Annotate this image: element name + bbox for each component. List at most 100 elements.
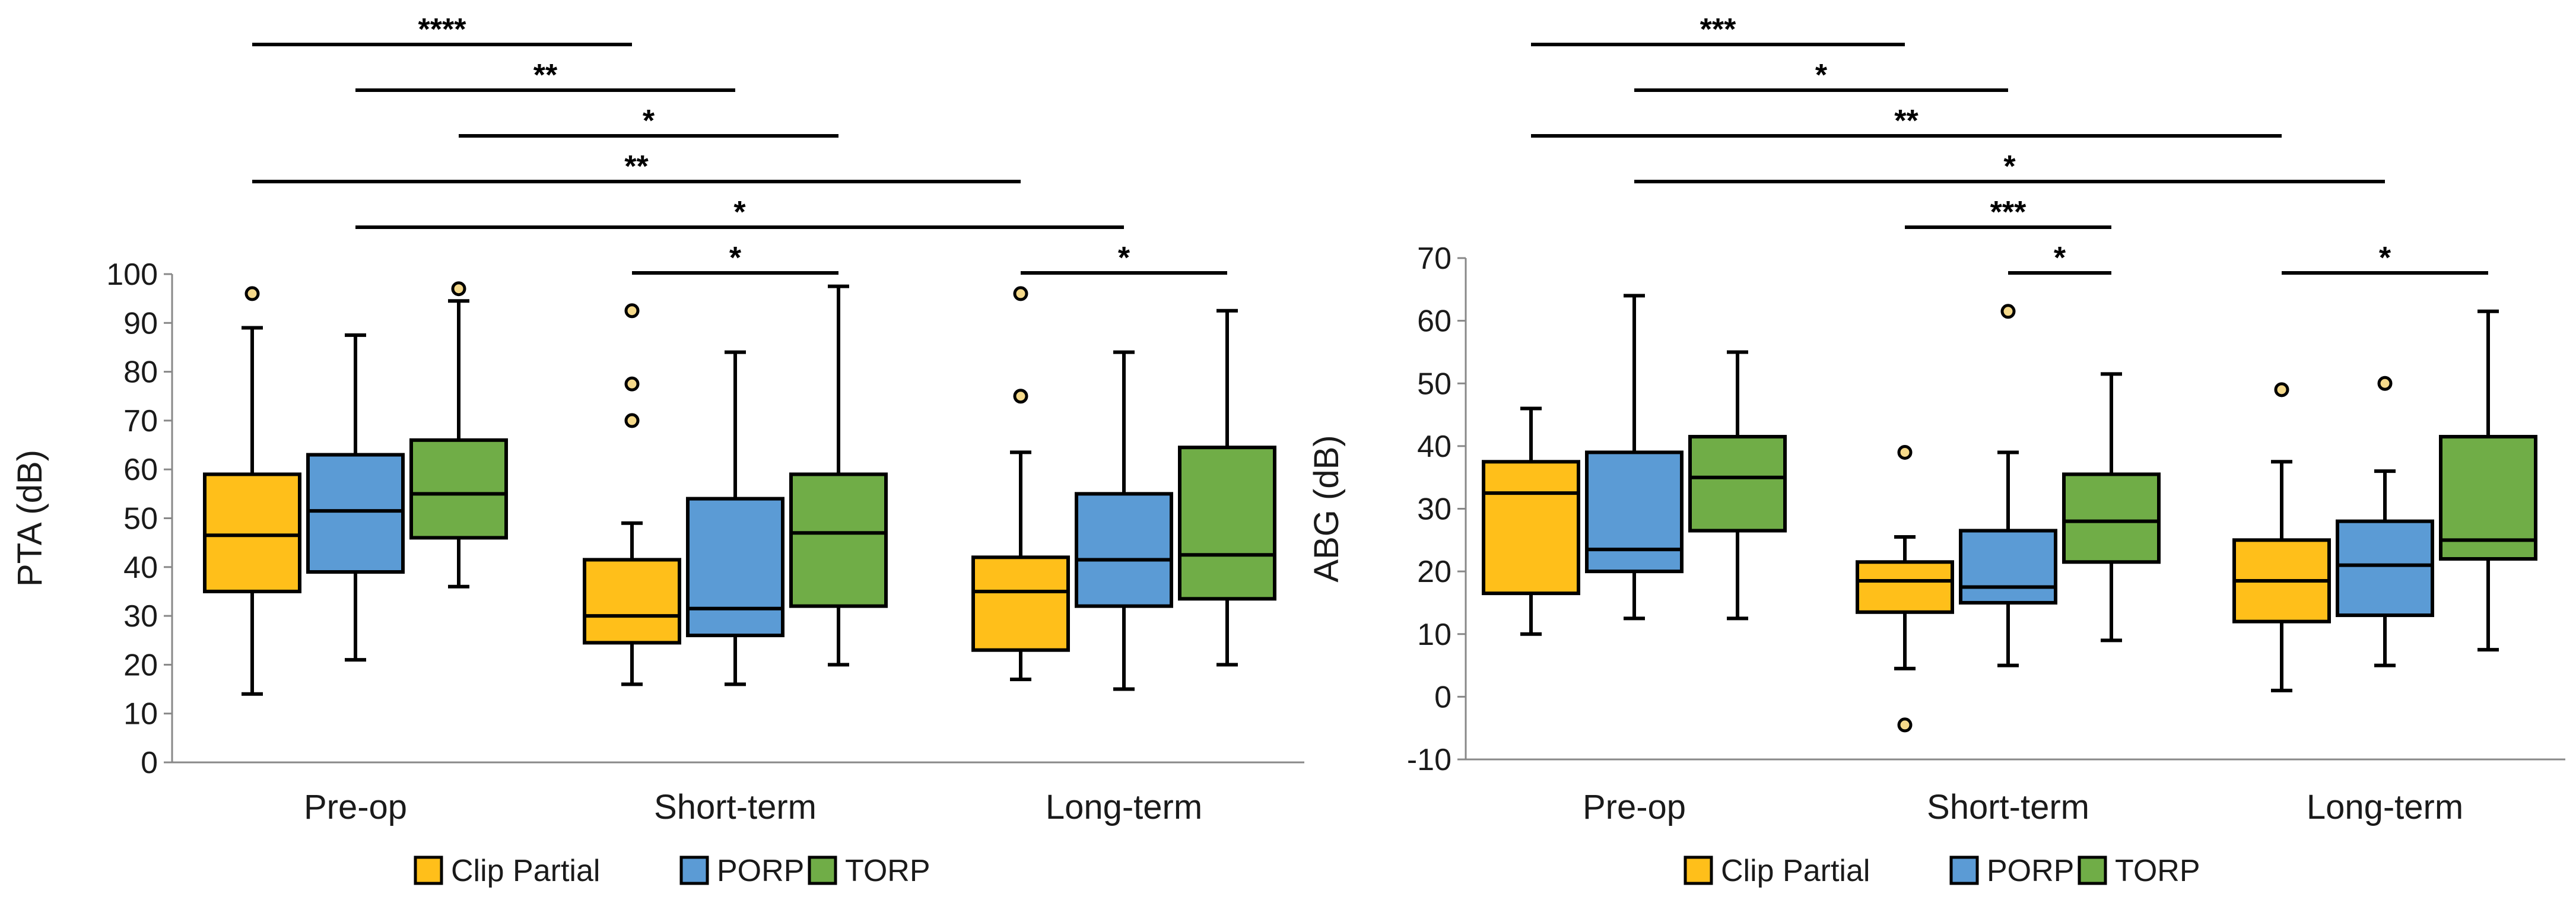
- significance-label: *: [2379, 241, 2391, 275]
- y-axis-label: PTA (dB): [11, 450, 49, 587]
- box-porp: [1585, 294, 1684, 621]
- legend-item-porp: PORP: [679, 854, 804, 888]
- box-clip-partial: [971, 286, 1070, 682]
- significance-label: *: [2054, 241, 2066, 275]
- box-clip-partial: [2232, 382, 2331, 692]
- box-iqr: [1178, 446, 1276, 601]
- y-tick-label: 50: [1417, 367, 1451, 401]
- box-torp: [1178, 309, 1276, 667]
- box-porp: [1075, 350, 1173, 691]
- box-iqr: [1959, 529, 2057, 605]
- box-porp: [2336, 376, 2434, 667]
- y-tick-label: 60: [123, 453, 158, 487]
- legend-item-clip-partial: Clip Partial: [1684, 854, 1870, 888]
- outlier-point: [244, 286, 260, 301]
- y-tick-label: 40: [123, 551, 158, 585]
- box-iqr: [1075, 492, 1173, 608]
- significance-label: *: [1815, 58, 1828, 93]
- legend-swatch: [1684, 856, 1713, 885]
- legend-label: TORP: [845, 854, 930, 888]
- box-porp: [686, 350, 784, 686]
- y-tick-label: 50: [123, 502, 158, 536]
- y-tick-label: 0: [141, 746, 158, 780]
- legend-item-clip-partial: Clip Partial: [414, 854, 600, 888]
- category-label: Short-term: [1927, 788, 2089, 826]
- outlier-point: [1013, 286, 1028, 301]
- box-torp: [2439, 309, 2537, 652]
- legend-label: TORP: [2115, 854, 2200, 888]
- y-tick-label: 30: [1417, 492, 1451, 527]
- legend-swatch: [808, 856, 837, 885]
- box-iqr: [2062, 472, 2161, 564]
- box-clip-partial: [1856, 444, 1954, 733]
- y-tick-label: 0: [1434, 680, 1451, 714]
- box-iqr: [1585, 450, 1684, 574]
- y-tick-label: 20: [1417, 555, 1451, 589]
- y-tick-label: 10: [123, 697, 158, 732]
- significance-label: *: [1118, 241, 1130, 275]
- box-iqr: [306, 453, 405, 574]
- category-label: Pre-op: [304, 788, 407, 826]
- legend-swatch: [2078, 856, 2107, 885]
- box-iqr: [971, 555, 1070, 652]
- box-iqr: [1688, 435, 1787, 533]
- category-label: Long-term: [2307, 788, 2463, 826]
- box-iqr: [1482, 460, 1580, 596]
- outlier-point: [1897, 717, 1913, 733]
- category-label: Short-term: [654, 788, 817, 826]
- legend-item-torp: TORP: [808, 854, 930, 888]
- y-tick-label: 40: [1417, 430, 1451, 464]
- legend-label: Clip Partial: [1721, 854, 1870, 888]
- significance-label: ***: [1700, 12, 1736, 47]
- box-iqr: [2336, 519, 2434, 618]
- y-tick-label: 10: [1417, 618, 1451, 652]
- significance-label: ****: [418, 12, 467, 47]
- significance-label: *: [733, 195, 746, 230]
- box-iqr: [1856, 560, 1954, 614]
- legend-swatch: [679, 856, 709, 885]
- legend-swatch: [414, 856, 443, 885]
- y-tick-label: -10: [1407, 743, 1451, 777]
- y-tick-label: 100: [106, 257, 158, 292]
- box-torp: [789, 284, 888, 667]
- box-clip-partial: [203, 286, 301, 696]
- legend-item-porp: PORP: [1949, 854, 2074, 888]
- pta-chart-panel: 0 10 20 30 40 50 60 70 80 90 100 PTA (dB) Pre-op Shor…: [11, 12, 1304, 888]
- outlier-point: [624, 413, 640, 428]
- outlier-point: [451, 281, 466, 297]
- significance-label: **: [533, 58, 558, 93]
- box-iqr: [789, 472, 888, 608]
- significance-label: ***: [1990, 195, 2027, 230]
- outlier-point: [624, 376, 640, 392]
- outlier-point: [1013, 389, 1028, 404]
- box-torp: [2062, 372, 2161, 643]
- box-porp: [1959, 304, 2057, 667]
- outlier-point: [1897, 444, 1913, 460]
- y-tick-label: 90: [123, 306, 158, 341]
- legend-item-torp: TORP: [2078, 854, 2200, 888]
- legend-label: PORP: [1987, 854, 2074, 888]
- category-label: Long-term: [1046, 788, 1202, 826]
- y-tick-label: 80: [123, 355, 158, 390]
- y-tick-label: 70: [1417, 241, 1451, 276]
- outlier-point: [624, 303, 640, 319]
- box-iqr: [583, 558, 681, 645]
- legend-label: Clip Partial: [451, 854, 600, 888]
- y-axis-label: ABG (dB): [1307, 435, 1346, 582]
- box-clip-partial: [583, 303, 681, 686]
- outlier-point: [2000, 304, 2016, 319]
- significance-label: **: [1894, 104, 1918, 138]
- box-torp: [1688, 350, 1787, 621]
- abg-chart-panel: -10 0 10 20 30 40 50 60 70 ABG (dB) Pre-op Short-te…: [1307, 12, 2565, 888]
- legend-label: PORP: [717, 854, 804, 888]
- y-tick-label: 30: [123, 599, 158, 634]
- category-label: Pre-op: [1583, 788, 1686, 826]
- significance-label: *: [729, 241, 742, 275]
- outlier-point: [2377, 376, 2393, 391]
- y-tick-label: 60: [1417, 304, 1451, 339]
- outlier-point: [2274, 382, 2289, 398]
- box-porp: [306, 333, 405, 662]
- y-tick-label: 70: [123, 404, 158, 438]
- box-torp: [409, 281, 508, 589]
